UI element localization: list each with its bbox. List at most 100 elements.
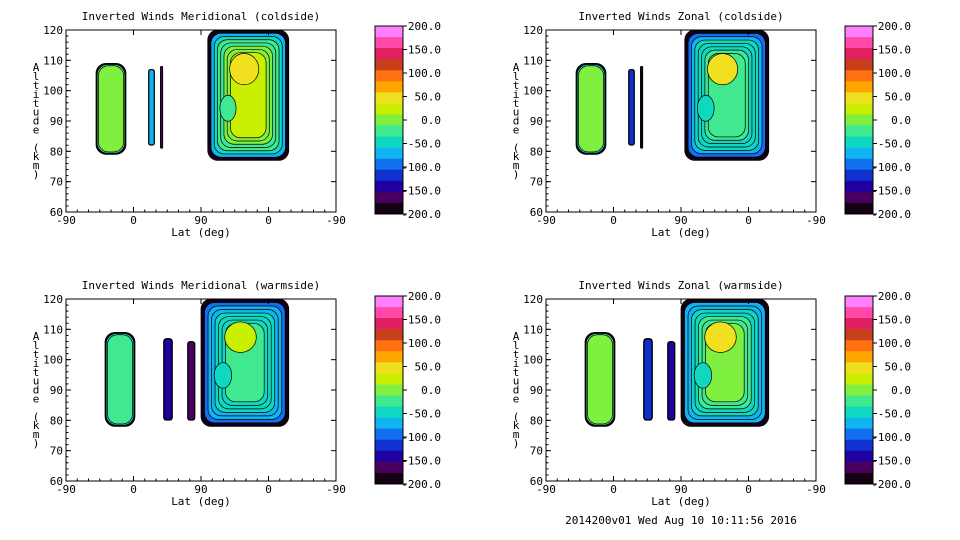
contour-band bbox=[667, 341, 675, 421]
contour-band bbox=[640, 66, 643, 149]
colorbar-label: -50.0 bbox=[408, 408, 441, 421]
colorbar-swatch bbox=[845, 318, 873, 330]
colorbar-swatch bbox=[375, 169, 403, 182]
colorbar-swatch bbox=[375, 351, 403, 363]
colorbar-swatch bbox=[845, 48, 873, 60]
x-tick-label: -90 bbox=[806, 214, 826, 227]
y-tick-label: 120 bbox=[43, 24, 63, 37]
colorbar-label: 0.0 bbox=[891, 114, 911, 127]
colorbar-swatch bbox=[375, 472, 403, 485]
colorbar-swatch bbox=[375, 461, 403, 474]
colorbar-label: -50.0 bbox=[878, 138, 911, 151]
colorbar-label: -150.0 bbox=[871, 455, 911, 468]
colorbar-swatch bbox=[845, 439, 873, 452]
colorbar-swatch bbox=[375, 26, 403, 38]
colorbar-label: 200.0 bbox=[408, 20, 441, 33]
colorbar-swatch bbox=[375, 136, 403, 149]
data-region bbox=[680, 298, 770, 427]
colorbar-swatch bbox=[845, 191, 873, 204]
chart-panel-2: Inverted Winds Zonal (coldside) -90 0 90 0 -9… bbox=[513, 10, 911, 239]
data-region bbox=[628, 69, 635, 146]
data-region bbox=[684, 29, 770, 161]
contour-band bbox=[219, 94, 237, 122]
colorbar-label: 0.0 bbox=[891, 384, 911, 397]
colorbar-swatch bbox=[845, 180, 873, 193]
contour-band bbox=[107, 334, 133, 425]
y-tick-label: 110 bbox=[43, 323, 63, 336]
contour-band bbox=[224, 321, 257, 353]
x-tick-label: -90 bbox=[56, 483, 76, 496]
colorbar-swatch bbox=[375, 340, 403, 352]
colorbar-label: 100.0 bbox=[878, 337, 911, 350]
colorbar-swatch bbox=[375, 450, 403, 463]
y-tick-label: 100 bbox=[43, 354, 63, 367]
x-tick-label: -90 bbox=[806, 483, 826, 496]
contour-band bbox=[148, 69, 155, 146]
contour-band bbox=[213, 362, 233, 389]
chart-title: Inverted Winds Meridional (warmside) bbox=[82, 279, 320, 292]
x-axis-label: Lat (deg) bbox=[651, 495, 711, 508]
y-tick-label: 80 bbox=[530, 414, 543, 427]
colorbar-swatch bbox=[375, 439, 403, 452]
colorbar-label: 0.0 bbox=[421, 384, 441, 397]
colorbar-swatch bbox=[375, 384, 403, 397]
y-tick-label: 80 bbox=[530, 145, 543, 158]
colorbar-label: 50.0 bbox=[415, 91, 442, 104]
colorbar-swatch bbox=[845, 373, 873, 385]
colorbar-swatch bbox=[375, 296, 403, 308]
x-tick-label: 90 bbox=[194, 483, 207, 496]
y-tick-label: 60 bbox=[50, 206, 63, 219]
y-tick-label: 60 bbox=[50, 475, 63, 488]
colorbar-swatch bbox=[375, 307, 403, 319]
colorbar-swatch bbox=[375, 59, 403, 71]
colorbar-label: 50.0 bbox=[885, 361, 912, 374]
chart-panel-1: Inverted Winds Meridional (coldside) -90 0… bbox=[33, 10, 441, 239]
colorbar-swatch bbox=[845, 81, 873, 93]
colorbar-label: -50.0 bbox=[408, 138, 441, 151]
contour-band bbox=[229, 53, 260, 86]
colorbar-swatch bbox=[845, 472, 873, 485]
colorbar-swatch bbox=[375, 114, 403, 127]
colorbar-label: -100.0 bbox=[401, 431, 441, 444]
data-region bbox=[643, 338, 653, 421]
x-tick-label: 0 bbox=[130, 214, 137, 227]
colorbar-swatch bbox=[375, 180, 403, 193]
y-tick-label: 110 bbox=[43, 54, 63, 67]
colorbar-label: -150.0 bbox=[401, 185, 441, 198]
colorbar-swatch bbox=[375, 37, 403, 49]
x-tick-label: 90 bbox=[674, 214, 687, 227]
y-tick-label: 60 bbox=[530, 475, 543, 488]
colorbar-swatch bbox=[845, 59, 873, 71]
colorbar-label: 0.0 bbox=[421, 114, 441, 127]
colorbar-swatch bbox=[845, 26, 873, 38]
data-region bbox=[148, 69, 155, 146]
colorbar-swatch bbox=[845, 329, 873, 341]
contour-band bbox=[98, 65, 124, 153]
contour-band bbox=[707, 53, 739, 86]
colorbar-swatch bbox=[375, 92, 403, 104]
y-tick-label: 70 bbox=[530, 445, 543, 458]
colorbar: 200.0 150.0 100.0 50.0 0.0 -50.0 -100.0 -150.0 -… bbox=[844, 20, 911, 221]
colorbar-swatch bbox=[845, 384, 873, 397]
colorbar-swatch bbox=[845, 395, 873, 408]
colorbar: 200.0 150.0 100.0 50.0 0.0 -50.0 -100.0 -150.0 -… bbox=[374, 20, 442, 221]
colorbar-swatch bbox=[845, 125, 873, 138]
y-tick-label: 80 bbox=[50, 414, 63, 427]
colorbar-label: 150.0 bbox=[408, 314, 441, 327]
y-tick-label: 120 bbox=[523, 293, 543, 306]
data-region bbox=[575, 63, 607, 155]
colorbar-swatch bbox=[845, 158, 873, 171]
colorbar-label: -100.0 bbox=[871, 431, 911, 444]
chart-title: Inverted Winds Zonal (coldside) bbox=[578, 10, 783, 23]
y-tick-label: 90 bbox=[530, 115, 543, 128]
colorbar-swatch bbox=[845, 37, 873, 49]
contour-band bbox=[187, 341, 195, 421]
chart-panel-3: Inverted Winds Meridional (warmside) -90 0… bbox=[33, 279, 441, 508]
colorbar-swatch bbox=[845, 136, 873, 149]
colorbar-swatch bbox=[845, 461, 873, 474]
colorbar-label: -200.0 bbox=[401, 478, 441, 491]
colorbar-swatch bbox=[845, 202, 873, 215]
